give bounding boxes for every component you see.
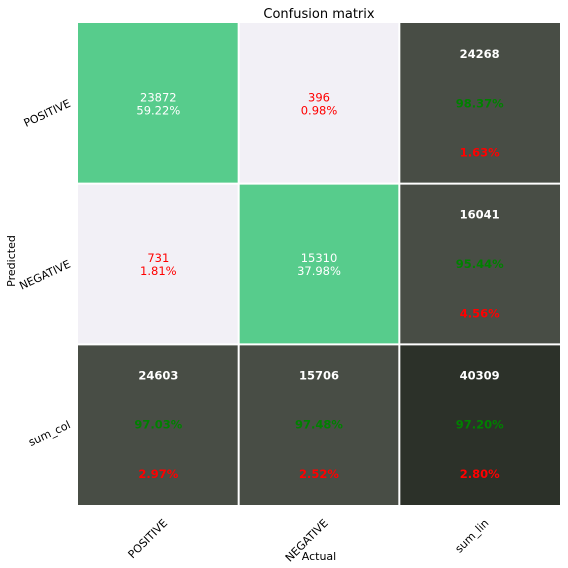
cell-background bbox=[399, 183, 560, 345]
cell-count: 15706 bbox=[299, 368, 339, 382]
heatmap-cell: 24268 98.37% 1.63% bbox=[399, 23, 560, 184]
cell-error-percent: 2.52% bbox=[299, 467, 339, 481]
cell-percent: 1.81% bbox=[140, 264, 177, 278]
cell-background bbox=[238, 344, 400, 505]
heatmap-cell: 16041 95.44% 4.56% bbox=[399, 183, 560, 345]
y-tick-label: sum_col bbox=[26, 418, 72, 449]
cell-count: 731 bbox=[147, 251, 169, 265]
chart-title: Confusion matrix bbox=[263, 7, 374, 22]
cell-correct-percent: 97.48% bbox=[295, 418, 343, 432]
cell-background bbox=[78, 23, 239, 184]
y-tick-label: POSITIVE bbox=[22, 97, 73, 130]
cell-correct-percent: 98.37% bbox=[456, 96, 504, 110]
heatmap-cells: 2387259.22%3960.98%2426898.37%1.63%7311.… bbox=[78, 23, 560, 505]
y-tick-labels: POSITIVE NEGATIVE sum_col bbox=[17, 97, 72, 449]
cell-count: 16041 bbox=[460, 208, 500, 222]
cell-background bbox=[399, 23, 560, 184]
cell-count: 24268 bbox=[460, 47, 500, 61]
cell-count: 23872 bbox=[140, 90, 177, 104]
y-tick-label: NEGATIVE bbox=[17, 258, 72, 293]
cell-count: 15310 bbox=[301, 251, 338, 265]
cell-count: 24603 bbox=[138, 368, 178, 382]
cell-error-percent: 2.80% bbox=[460, 467, 500, 481]
cell-background bbox=[78, 344, 239, 505]
x-axis-label: Actual bbox=[302, 550, 336, 563]
cell-correct-percent: 97.20% bbox=[456, 418, 504, 432]
y-axis-label: Predicted bbox=[5, 235, 18, 287]
cell-error-percent: 1.63% bbox=[460, 146, 500, 160]
cell-correct-percent: 95.44% bbox=[456, 257, 504, 271]
cell-background bbox=[78, 183, 239, 345]
x-tick-label: sum_lin bbox=[453, 517, 492, 556]
heatmap-cell: 15706 97.48% 2.52% bbox=[238, 344, 400, 505]
cell-percent: 0.98% bbox=[301, 103, 338, 117]
cell-error-percent: 4.56% bbox=[460, 306, 500, 320]
x-tick-label: POSITIVE bbox=[126, 517, 171, 562]
cell-background bbox=[238, 23, 400, 184]
cell-correct-percent: 97.03% bbox=[134, 418, 182, 432]
cell-background bbox=[238, 183, 400, 345]
cell-percent: 59.22% bbox=[136, 103, 180, 117]
heatmap-cell: 24603 97.03% 2.97% bbox=[78, 344, 239, 505]
cell-error-percent: 2.97% bbox=[138, 467, 178, 481]
cell-background bbox=[399, 344, 560, 505]
heatmap-cell: 40309 97.20% 2.80% bbox=[399, 344, 560, 505]
cell-percent: 37.98% bbox=[297, 264, 341, 278]
cell-count: 40309 bbox=[460, 368, 500, 382]
cell-count: 396 bbox=[308, 90, 330, 104]
